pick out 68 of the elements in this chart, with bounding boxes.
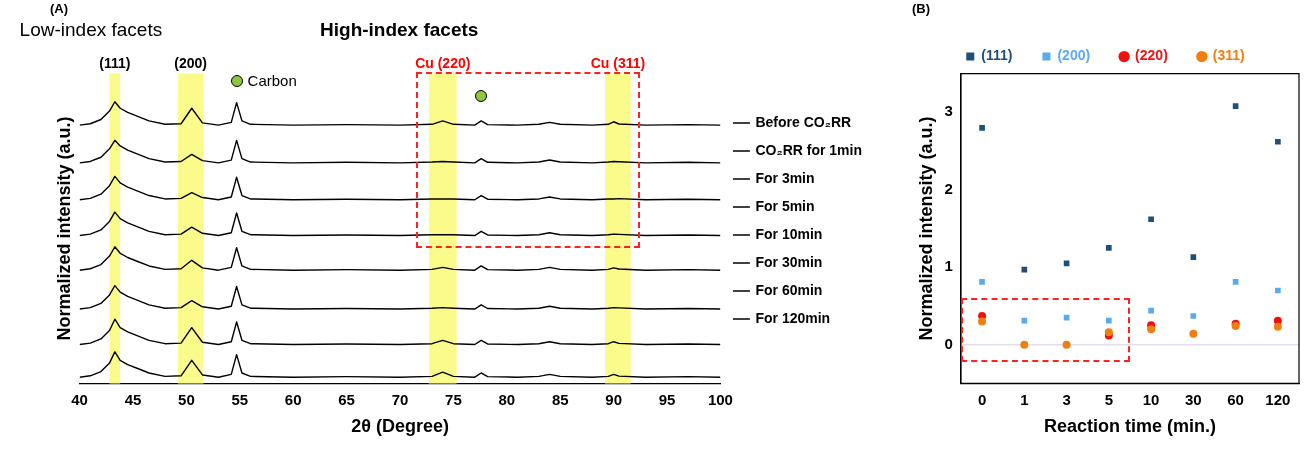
x-tick-label: 50 [178,390,195,408]
point [979,279,985,285]
point [1148,216,1154,223]
x-tick-label: 85 [551,390,569,408]
point [1275,138,1281,145]
legend-label: (311) [1212,47,1245,64]
point [979,124,985,131]
legend-label: For 5min [755,197,815,214]
point [1106,245,1112,251]
point [1232,279,1239,285]
legend-label: (200) [1057,47,1091,64]
legend-label: For 3min [755,169,815,186]
point [1190,254,1197,260]
point [1147,325,1156,334]
point [1062,340,1071,349]
point [1189,329,1198,338]
x-tick-label: 45 [124,390,142,408]
x-tick-label: 75 [445,390,462,408]
point [1190,313,1197,319]
point [1273,322,1282,331]
legend-label: For 10min [755,225,823,242]
text: Low-index facets [19,18,163,40]
x-tick-label: 95 [658,390,676,408]
legend-label: (220) [1135,47,1168,64]
x-tick-label: 1 [1020,390,1029,408]
y-tick-label: 3 [944,102,953,120]
x-axis-title: Reaction time (min.) [1043,416,1216,437]
legend-label: For 60min [755,281,823,298]
x-tick-label: 3 [1062,390,1071,408]
legend-label: (111) [981,47,1013,64]
text: Carbon [247,71,297,89]
x-tick-label: 60 [284,390,302,408]
point [1106,317,1112,324]
x-tick-label: 40 [71,390,88,408]
legend-label: For 30min [755,253,823,270]
legend-label: CO₂RR for 1min [755,141,862,158]
x-tick-label: 100 [707,390,733,408]
x-tick-label: 5 [1104,390,1114,408]
point [1275,287,1281,294]
band-label: (200) [174,54,208,71]
x-tick-label: 0 [977,390,987,408]
legend-label: For 120min [755,309,831,326]
x-axis-title: 2θ (Degree) [351,416,449,437]
chart-title: (B) [912,1,931,17]
x-tick-label: 60 [1227,390,1244,408]
band-label: Cu (220) [415,54,471,71]
x-tick-label: 80 [498,390,516,408]
point [1148,307,1154,314]
text: High-index facets [320,18,479,40]
x-tick-label: 90 [605,390,622,408]
y-axis-title: Normalized intensity (a.u.) [915,116,936,341]
y-tick-label: 1 [944,257,953,275]
x-tick-label: 70 [391,390,409,408]
y-tick-label: 0 [944,334,953,352]
x-tick-label: 55 [231,390,249,408]
band-label: (111) [99,54,131,71]
chart-title: (A) [50,1,69,17]
band-label: Cu (311) [590,54,646,71]
point [1232,103,1239,109]
legend-label: Before CO₂RR [755,113,852,130]
x-tick-label: 10 [1142,390,1160,408]
y-tick-label: 2 [944,179,953,197]
point [1020,340,1029,349]
x-tick-label: 65 [338,390,355,408]
y-axis-title: Normalized intensity (a.u.) [53,116,74,341]
point [978,317,987,326]
x-tick-label: 120 [1265,390,1291,408]
x-tick-label: 30 [1185,390,1202,408]
